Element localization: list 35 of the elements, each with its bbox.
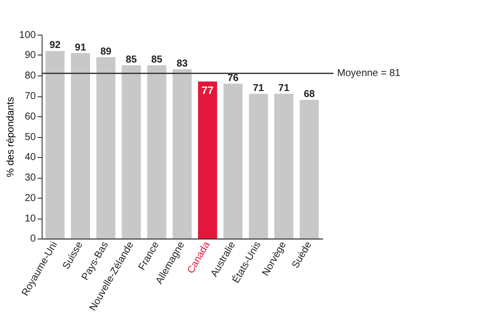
y-tick-label: 50 — [24, 132, 36, 143]
data-label: 68 — [304, 89, 316, 100]
y-tick-label: 10 — [24, 213, 36, 224]
data-label: 76 — [227, 72, 239, 84]
bar — [300, 100, 319, 239]
y-tick-label: 40 — [24, 152, 36, 164]
data-label: 77 — [202, 85, 214, 98]
y-tick-label: 60 — [24, 111, 36, 122]
ref-line-label: Moyenne = 81 — [337, 68, 401, 80]
data-label: 89 — [100, 46, 112, 58]
data-label: 71 — [252, 83, 264, 94]
bar — [248, 94, 268, 239]
data-label: 91 — [74, 42, 86, 54]
y-tick-label: 30 — [24, 172, 36, 184]
bar — [96, 57, 116, 239]
y-tick-label: 20 — [24, 192, 36, 204]
y-tick-label: 100 — [19, 30, 36, 41]
y-tick-label: 90 — [24, 50, 36, 62]
y-tick-label: 70 — [24, 90, 36, 102]
bar — [46, 50, 65, 239]
y-tick-label: 0 — [30, 234, 36, 245]
bar — [70, 53, 90, 239]
bar — [122, 65, 141, 239]
y-axis-title: % des répondants — [6, 96, 17, 178]
data-label: 71 — [278, 83, 290, 94]
data-label: 92 — [49, 40, 62, 52]
bar — [198, 82, 218, 239]
data-label: 85 — [151, 54, 163, 66]
y-tick-label: 80 — [24, 70, 36, 82]
data-label: 83 — [176, 58, 188, 70]
bar — [223, 84, 243, 239]
bar — [147, 65, 166, 239]
bar — [172, 69, 192, 239]
bar — [274, 94, 294, 239]
data-label: 85 — [126, 54, 138, 66]
